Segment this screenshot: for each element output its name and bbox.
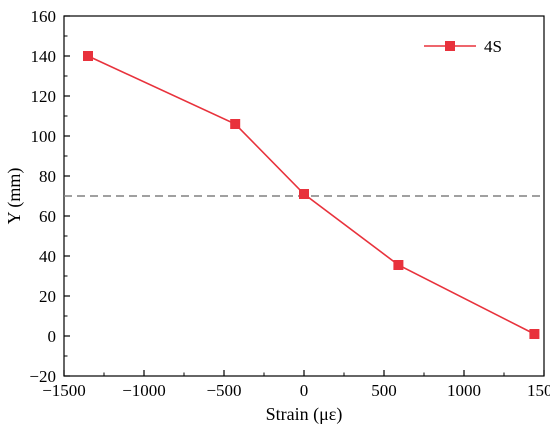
x-tick-label: 0: [300, 381, 309, 400]
x-axis-ticks: −1500 −1000 −500 0 500 1000 1500: [42, 370, 550, 400]
y-tick-label: 0: [48, 327, 57, 346]
data-point: [299, 189, 309, 199]
y-tick-label: 60: [39, 207, 56, 226]
legend-label: 4S: [484, 37, 502, 56]
y-tick-label: 120: [31, 87, 57, 106]
y-tick-label: 80: [39, 167, 56, 186]
data-point: [230, 119, 241, 129]
y-tick-label: 20: [39, 287, 56, 306]
legend-marker: [445, 41, 455, 51]
x-tick-label: 1000: [447, 381, 481, 400]
x-tick-label: −500: [206, 381, 241, 400]
y-tick-label: 140: [31, 47, 57, 66]
x-tick-label: −1500: [42, 381, 86, 400]
y-tick-label: 100: [31, 127, 57, 146]
x-tick-label: −1000: [122, 381, 166, 400]
data-point: [393, 260, 404, 270]
y-tick-label: 40: [39, 247, 56, 266]
x-tick-label: 1500: [527, 381, 550, 400]
y-axis-title: Y (mm): [4, 168, 25, 225]
x-tick-label: 500: [371, 381, 397, 400]
y-tick-label: 160: [31, 7, 57, 26]
y-axis-ticks: −20 0 20 40 60 80 100 120 140 160: [29, 7, 70, 386]
y-tick-label: −20: [29, 367, 56, 386]
series-line-4S: [87, 55, 535, 335]
legend: 4S: [424, 37, 502, 56]
x-axis-title: Strain (με): [266, 404, 343, 425]
data-point: [529, 329, 540, 339]
series-layer: [83, 51, 540, 339]
data-point: [83, 51, 93, 61]
